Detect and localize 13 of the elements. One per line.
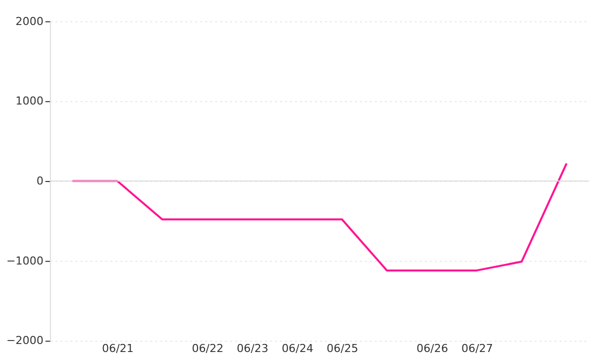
x-tick-label: 06/23 [236,342,268,356]
y-tick-label: −2000 [6,334,44,348]
y-tick-label: −1000 [6,254,44,268]
line-series [71,162,568,272]
y-tick-label: 1000 [16,94,44,108]
x-tick-label: 06/24 [282,342,314,356]
x-tick-label: 06/21 [102,342,134,356]
x-tick-label: 06/26 [416,342,448,356]
x-tick-label: 06/25 [326,342,358,356]
y-tick-label: 2000 [16,14,44,28]
x-tick-label: 06/22 [192,342,224,356]
x-tick-label: 06/27 [461,342,494,356]
y-tick-label: 0 [36,174,44,188]
